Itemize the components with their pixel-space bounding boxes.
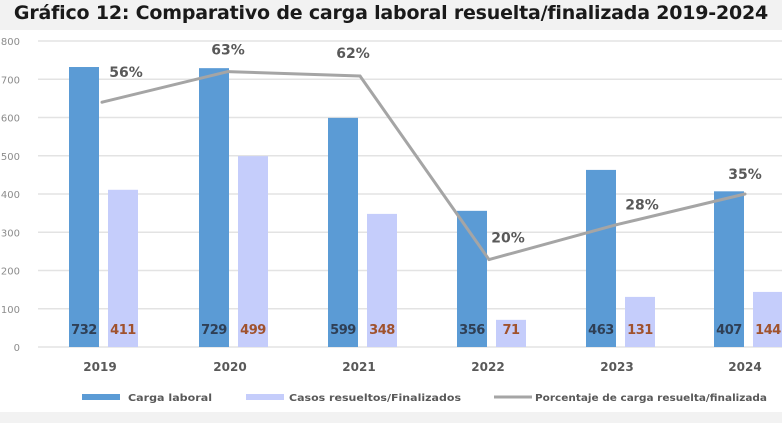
chart-title: Gráfico 12: Comparativo de carga laboral… [13, 2, 769, 24]
data-label-porcentaje: 35% [728, 167, 762, 183]
y-tick-label: 200 [1, 267, 20, 278]
line-point [615, 223, 619, 227]
x-tick-label: 2020 [213, 360, 246, 374]
data-label-porcentaje: 62% [336, 46, 370, 62]
y-tick-label: 500 [1, 152, 20, 163]
data-label-carga-laboral: 729 [201, 323, 227, 338]
legend-item: Casos resueltos/Finalizados [246, 393, 461, 404]
bar-carga-laboral [199, 68, 229, 347]
legend-label: Porcentaje de carga resuelta/finalizada [535, 393, 767, 404]
data-label-porcentaje: 63% [211, 43, 245, 59]
data-label-carga-laboral: 732 [71, 323, 97, 338]
y-tick-label: 0 [14, 343, 20, 354]
y-axis-ticks: 0 100 200 300 400 500 600 700 800 [1, 37, 20, 354]
percentage-line: 56% 63% 62% 20% 28% 35% [100, 43, 762, 262]
data-label-porcentaje: 56% [109, 65, 143, 81]
bar-carga-laboral [714, 191, 744, 347]
title-bar [0, 0, 782, 30]
y-tick-label: 600 [1, 114, 20, 125]
legend-label: Carga laboral [128, 393, 212, 404]
y-tick-label: 400 [1, 190, 20, 201]
data-label-casos-resueltos: 71 [502, 323, 520, 338]
x-tick-label: 2022 [471, 360, 504, 374]
bars: 732 411 729 499 599 348 356 71 463 131 407 144 [69, 67, 782, 347]
data-label-porcentaje: 20% [491, 231, 525, 247]
x-tick-label: 2023 [600, 360, 633, 374]
legend-swatch [246, 394, 284, 400]
line-point [743, 192, 747, 196]
y-tick-label: 100 [1, 305, 20, 316]
legend-swatch [82, 394, 120, 400]
bar-casos-resueltos [367, 213, 397, 347]
bar-carga-laboral [586, 169, 616, 347]
data-label-casos-resueltos: 131 [627, 323, 653, 338]
bar-carga-laboral [328, 117, 358, 347]
bar-carga-laboral [69, 67, 99, 347]
x-tick-label: 2019 [83, 360, 116, 374]
y-tick-label: 300 [1, 228, 20, 239]
x-tick-label: 2021 [342, 360, 375, 374]
data-label-porcentaje: 28% [625, 198, 659, 214]
line-point [358, 74, 362, 78]
line-porcentaje [101, 70, 746, 262]
line-point [226, 70, 230, 74]
data-label-casos-resueltos: 348 [369, 323, 395, 338]
line-point [100, 100, 104, 104]
bottom-strip [0, 412, 782, 423]
bar-casos-resueltos [625, 296, 655, 347]
legend-label: Casos resueltos/Finalizados [289, 393, 461, 404]
legend-item: Carga laboral [82, 393, 212, 404]
legend-item: Porcentaje de carga resuelta/finalizada [494, 393, 767, 404]
data-label-carga-laboral: 356 [459, 323, 485, 338]
data-label-carga-laboral: 407 [716, 323, 742, 338]
data-label-carga-laboral: 599 [330, 323, 356, 338]
legend: Carga laboral Casos resueltos/Finalizados… [82, 393, 767, 404]
bar-casos-resueltos [496, 319, 526, 347]
data-label-carga-laboral: 463 [588, 323, 614, 338]
chart-area: 0 100 200 300 400 500 600 700 800 732 411 729 499 59… [1, 37, 782, 404]
bar-casos-resueltos [753, 291, 782, 347]
y-tick-label: 700 [1, 75, 20, 86]
y-tick-label: 800 [1, 37, 20, 48]
bar-casos-resueltos [238, 156, 268, 347]
data-label-casos-resueltos: 499 [240, 323, 266, 338]
data-label-casos-resueltos: 411 [110, 323, 136, 338]
line-point [487, 258, 491, 262]
data-label-casos-resueltos: 144 [755, 323, 781, 338]
x-tick-label: 2024 [728, 360, 761, 374]
gridlines [38, 40, 782, 348]
bar-casos-resueltos [108, 189, 138, 347]
x-axis-ticks: 2019 2020 2021 2022 2023 2024 [83, 360, 761, 374]
